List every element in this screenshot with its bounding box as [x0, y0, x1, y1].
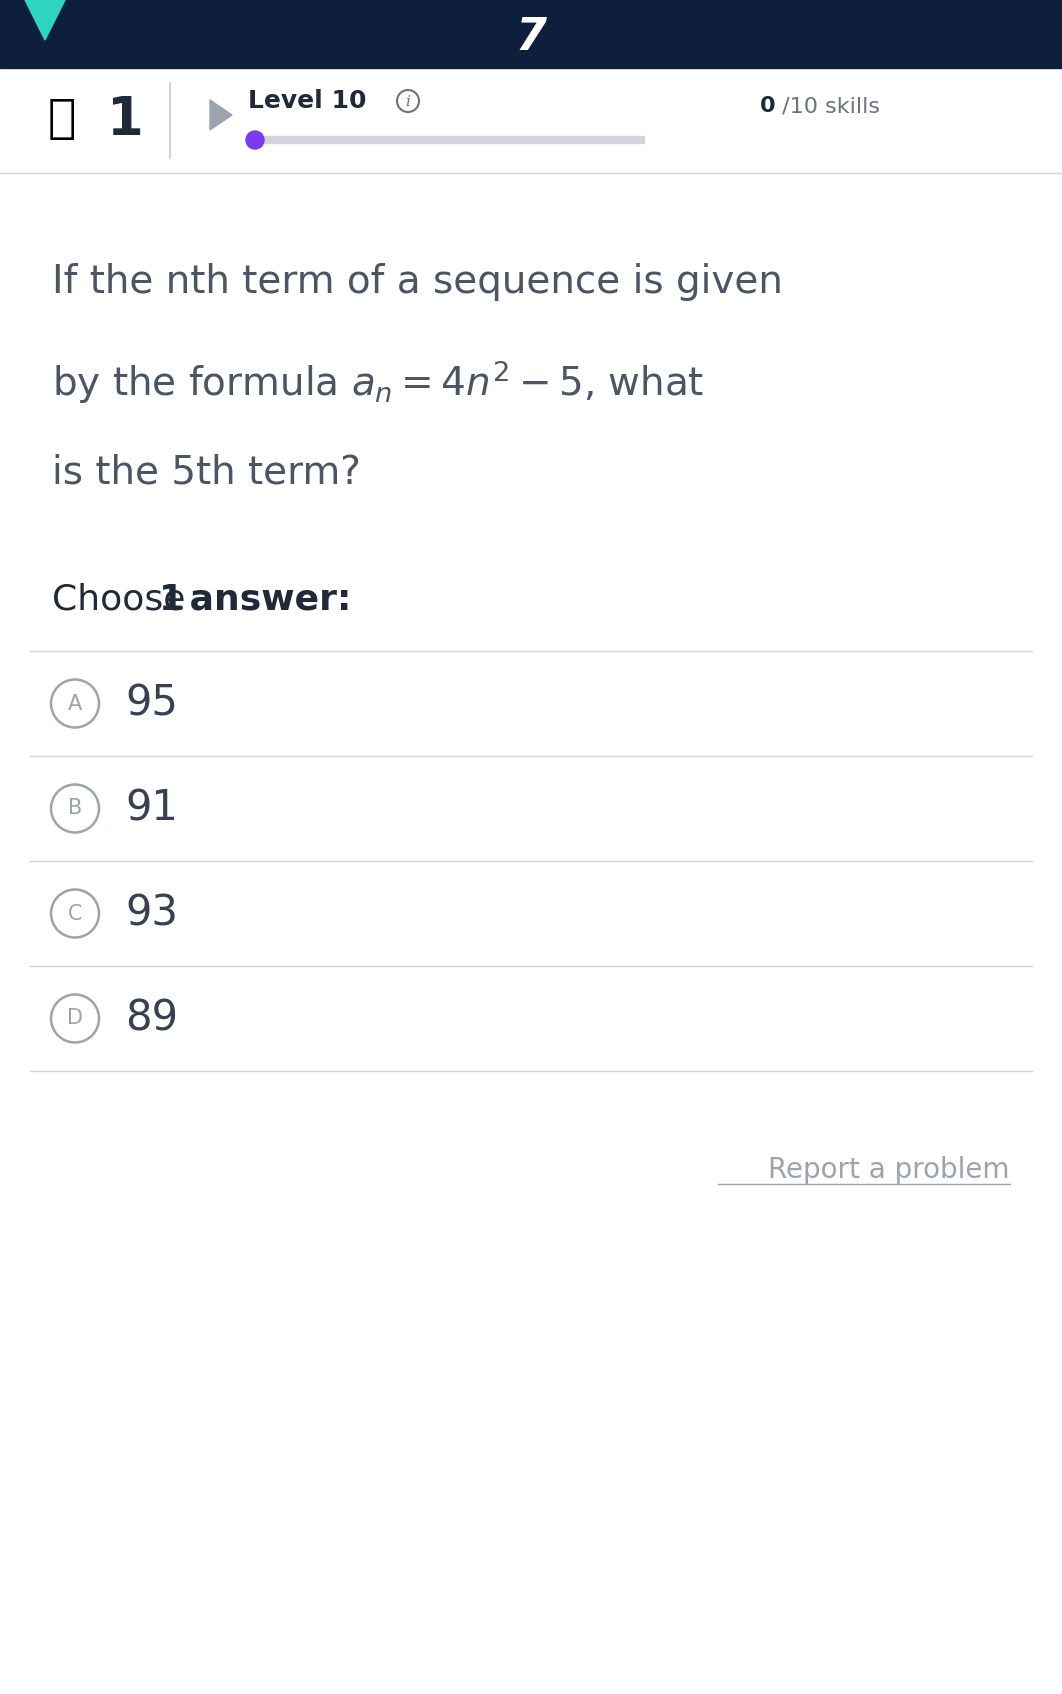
Circle shape [246, 130, 264, 149]
Text: 1: 1 [159, 583, 184, 617]
Text: 91: 91 [125, 788, 177, 830]
Text: Report a problem: Report a problem [769, 1155, 1010, 1184]
Text: Level 10: Level 10 [249, 90, 366, 113]
Text: 93: 93 [125, 893, 178, 935]
Text: B: B [68, 798, 82, 818]
Text: i: i [406, 95, 410, 108]
Polygon shape [25, 0, 65, 41]
Text: A: A [68, 693, 82, 713]
Text: D: D [67, 1008, 83, 1028]
Text: is the 5th term?: is the 5th term? [52, 452, 361, 491]
Text: 95: 95 [125, 683, 177, 725]
Text: by the formula $a_n = 4n^2 - 5$, what: by the formula $a_n = 4n^2 - 5$, what [52, 357, 704, 405]
Polygon shape [210, 100, 232, 130]
Text: 0: 0 [760, 97, 775, 115]
Text: 7: 7 [515, 17, 547, 59]
Bar [0, 0, 1062, 68]
Text: If the nth term of a sequence is given: If the nth term of a sequence is given [52, 263, 783, 302]
Text: 🔥: 🔥 [48, 98, 76, 142]
Text: C: C [68, 903, 82, 923]
Text: /10 skills: /10 skills [775, 97, 880, 115]
Text: answer:: answer: [177, 583, 352, 617]
Text: 89: 89 [125, 998, 178, 1040]
Bar [264, 137, 644, 144]
Text: 1: 1 [106, 93, 143, 146]
Text: Choose: Choose [52, 583, 196, 617]
